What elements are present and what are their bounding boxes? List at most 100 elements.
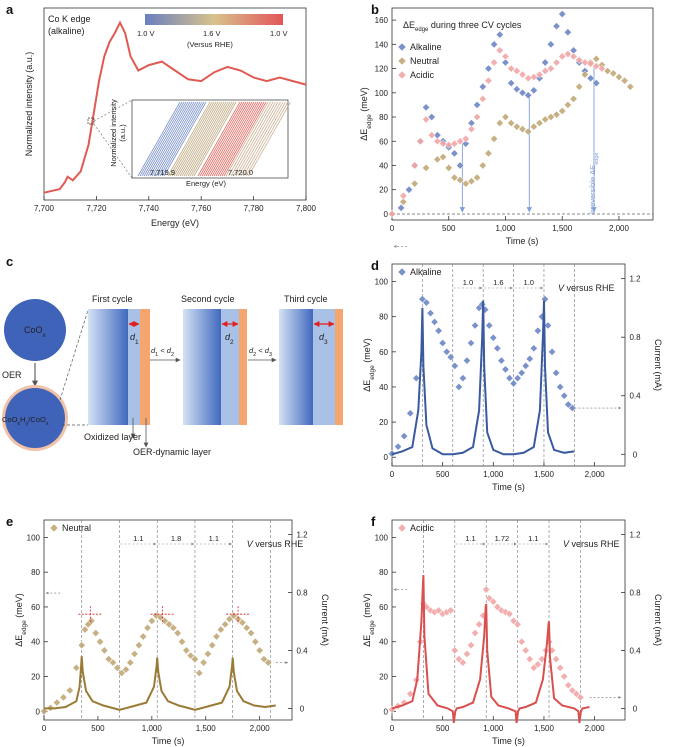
ylabel-sub: edge	[369, 365, 376, 380]
slab-1-oxidized-layer	[128, 309, 140, 425]
panel-b-point-alkaline	[552, 22, 561, 31]
panel-b-legend: Alkaline Neutral Acidic	[397, 42, 442, 80]
panel-e-frame	[43, 519, 293, 721]
panel-f-point	[509, 616, 518, 625]
panel-b-point-neutral	[518, 125, 527, 134]
panel-d-potential-label: 1.0	[524, 278, 534, 287]
panel-d-point	[442, 347, 451, 356]
panel-b-point-neutral	[399, 197, 408, 206]
panel-a-title-line2: (alkaline)	[48, 26, 85, 36]
inset-spectrum-line	[240, 101, 284, 177]
panel-d-point	[471, 321, 480, 330]
inset-spectrum-line	[238, 101, 281, 177]
panel-d-point	[489, 333, 498, 342]
panel-b-ytick-label: 0	[384, 210, 389, 219]
inset-spectrum-line	[169, 101, 213, 177]
panel-b-xtick-label: 0	[390, 224, 395, 233]
panel-e-point	[199, 658, 208, 667]
ylabel-unit: (meV)	[362, 338, 372, 365]
panel-b-point-neutral	[473, 173, 482, 182]
panel-b-xlabel: Time (s)	[506, 236, 539, 246]
panel-b-point-alkaline	[422, 103, 430, 112]
panel-f-current-line	[391, 575, 590, 724]
panel-b-point-neutral	[478, 161, 487, 170]
panel-f-point	[489, 597, 498, 606]
panel-b-point-alkaline	[456, 161, 465, 170]
panel-e: e 1.1 1.8 1.1 V versus RHE 0 500 1,000 1,500 2,00…	[6, 514, 330, 746]
irreversible-annotation: Irreversible ΔEedge	[588, 153, 600, 214]
panel-b-point-acidic	[586, 59, 595, 68]
panel-b-point-neutral	[456, 176, 465, 184]
panel-e-y2tick-label: 0.4	[296, 646, 308, 655]
inset-spectrum-line	[175, 101, 219, 177]
panel-e-point	[134, 641, 143, 650]
panel-e-ytick-label: 40	[31, 638, 40, 647]
panel-d-legend-marker	[397, 267, 407, 277]
panel-a-xtick-label: 7,800	[296, 204, 317, 213]
panel-b-point-neutral	[626, 82, 635, 91]
panel-b-point-acidic	[512, 67, 521, 75]
panel-b: b ΔEedge during three CV cycles 0 500 1,00…	[359, 2, 654, 246]
panel-b-point-acidic	[535, 70, 544, 79]
panel-d-xtick-label: 1,500	[534, 470, 555, 479]
panel-e-point	[264, 658, 273, 667]
panel-e-point	[221, 620, 230, 629]
panel-d-ytick-label: 100	[375, 278, 389, 287]
panel-f-point	[434, 606, 443, 615]
panel-f-xlabel: Time (s)	[492, 736, 525, 746]
panel-e-letter: e	[6, 514, 13, 529]
panel-b-point-acidic	[416, 137, 425, 146]
panel-b-ytick-label: 60	[379, 137, 388, 146]
panel-f-y2tick-label: 1.2	[629, 530, 641, 539]
panel-d: d 1.0 1.6 1.0 V versus RHE 0 500 1,000 1,500 2,00…	[362, 244, 663, 492]
panel-f-ytick-label: 0	[384, 707, 389, 716]
panel-b-point-acidic	[478, 94, 487, 103]
panel-b-point-neutral	[467, 177, 476, 186]
colorbar-end-label: 1.0 V	[270, 29, 288, 38]
panel-d-point	[426, 309, 435, 318]
inset-spectrum-line	[209, 101, 253, 177]
inset-spectrum-line	[139, 101, 183, 177]
panel-b-point-neutral	[484, 149, 493, 158]
panel-e-point	[225, 615, 234, 624]
panel-f-point	[463, 649, 471, 658]
inset-spectrum-line	[233, 101, 276, 177]
inset-spectrum-line	[215, 101, 259, 177]
inset-spectrum-line	[185, 101, 229, 177]
panel-e-point	[242, 623, 251, 632]
slab-1-bulk	[88, 309, 128, 425]
slab-3-dynamic-layer	[335, 309, 343, 425]
panel-e-point	[117, 669, 126, 677]
d3-label: d3	[319, 332, 328, 346]
panel-e-point	[104, 655, 113, 664]
panel-d-xlabel: Time (s)	[492, 482, 525, 492]
panel-b-point-alkaline	[558, 10, 567, 19]
panel-b-point-alkaline	[427, 113, 436, 121]
panel-f-ytick-label: 100	[375, 533, 389, 542]
panel-e-xtick-label: 1,500	[196, 724, 217, 733]
panel-b-point-acidic	[456, 137, 465, 146]
panel-b-xtick-label: 2,000	[609, 224, 630, 233]
slab-3-bulk	[279, 309, 313, 425]
panel-d-point	[434, 326, 443, 335]
panel-b-letter: b	[371, 2, 379, 17]
inset-spectrum-line	[248, 101, 291, 177]
panel-b-point-neutral	[490, 134, 499, 143]
panel-b-point-alkaline	[592, 79, 601, 88]
panel-f-xtick-label: 1,000	[483, 724, 504, 733]
panel-b-point-acidic	[439, 139, 448, 148]
panel-e-point	[65, 686, 74, 695]
panel-e-point	[195, 669, 204, 677]
ylabel-unit: (meV)	[362, 593, 372, 620]
panel-b-point-neutral	[569, 94, 578, 103]
panel-b-point-acidic	[597, 64, 606, 73]
inset-spectrum-line	[228, 101, 271, 177]
inset-spectrum-line	[191, 101, 235, 177]
inset-spectrum-line	[161, 101, 205, 177]
coox-label: CoOx	[24, 325, 47, 339]
panel-b-point-acidic	[563, 50, 572, 58]
inset-spectrum-line	[219, 101, 263, 177]
potential-v: V	[558, 283, 565, 293]
ylabel-sub: edge	[369, 620, 376, 635]
panel-b-point-alkaline	[524, 91, 533, 100]
